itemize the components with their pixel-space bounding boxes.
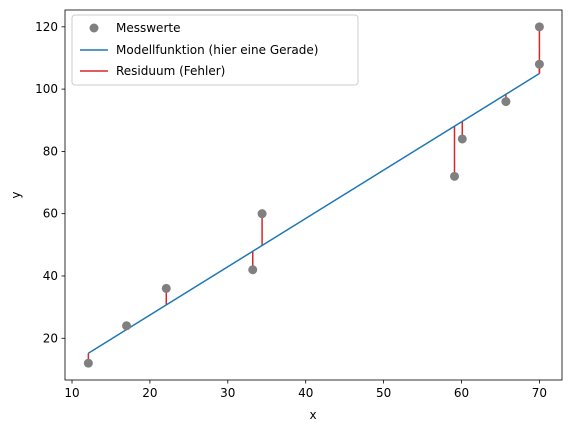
y-tick-label: 20 [43, 331, 58, 345]
data-point [257, 209, 267, 219]
data-point [161, 283, 171, 293]
legend-marker-measured [89, 23, 99, 33]
data-point [122, 321, 132, 331]
x-axis-label: x [309, 408, 316, 422]
legend-box [71, 14, 359, 86]
x-axis-ticks: 10 20 30 40 50 60 70 [64, 380, 547, 400]
model-line-layer [87, 72, 540, 354]
legend-label-model: Modellfunktion (hier eine Gerade) [116, 43, 318, 57]
data-point [457, 134, 467, 144]
legend-label-measured: Messwerte [116, 21, 180, 35]
y-axis-ticks: 20 40 60 80 100 120 [35, 20, 65, 345]
data-point [534, 59, 544, 69]
y-tick-label: 120 [35, 20, 58, 34]
data-point [501, 97, 511, 107]
data-point [449, 171, 459, 181]
legend-label-residual: Residuum (Fehler) [116, 64, 225, 78]
x-tick-label: 70 [532, 386, 547, 400]
data-point [534, 22, 544, 32]
y-axis-label: y [9, 191, 23, 198]
x-tick-label: 60 [454, 386, 469, 400]
plot-frame [64, 9, 563, 381]
x-tick-label: 30 [220, 386, 235, 400]
points-layer [83, 22, 544, 368]
model-line [87, 72, 540, 354]
legend: Messwerte Modellfunktion (hier eine Gera… [71, 14, 359, 86]
x-tick-label: 10 [64, 386, 79, 400]
x-tick-label: 50 [376, 386, 391, 400]
x-tick-label: 40 [298, 386, 313, 400]
y-tick-label: 100 [35, 82, 58, 96]
y-tick-label: 60 [43, 207, 58, 221]
y-tick-label: 40 [43, 269, 58, 283]
x-tick-label: 20 [142, 386, 157, 400]
data-point [248, 265, 258, 275]
y-tick-label: 80 [43, 144, 58, 158]
data-point [83, 358, 93, 368]
